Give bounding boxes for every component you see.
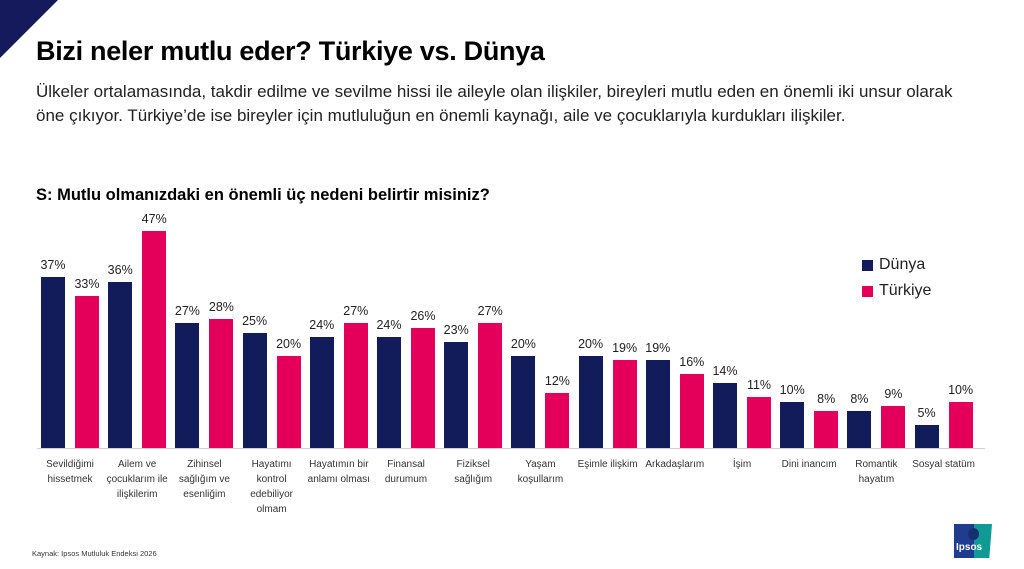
bar-turkiye xyxy=(612,360,637,448)
bar-turkiye xyxy=(545,392,570,448)
data-label: 47% xyxy=(141,211,167,226)
bar-dunya xyxy=(511,355,536,448)
data-label: 23% xyxy=(443,322,469,337)
page-subtitle: Ülkeler ortalamasında, takdir edilme ve … xyxy=(36,82,953,125)
bar-turkiye xyxy=(75,295,99,448)
data-label: 19% xyxy=(645,341,671,356)
bar-dunya xyxy=(645,360,670,448)
data-label: 20% xyxy=(578,336,604,351)
data-label: 33% xyxy=(74,276,100,291)
bar-turkiye xyxy=(478,323,503,448)
chart-question: S: Mutlu olmanızdaki en önemli üç nedeni… xyxy=(36,186,490,204)
bar-dunya xyxy=(377,337,401,448)
category-label: Fiziksel sağlığım xyxy=(454,459,493,485)
data-label: 11% xyxy=(746,378,772,393)
data-label: 8% xyxy=(817,392,836,407)
bar-turkiye xyxy=(814,411,839,448)
bar-turkiye xyxy=(747,397,771,448)
bar-turkiye xyxy=(209,318,234,448)
category-label: Hayatımı kontrol edebiliyor olmam xyxy=(250,459,293,515)
data-label: 37% xyxy=(40,258,66,273)
category-label: Finansal durumum xyxy=(384,459,428,485)
category-label: Eşimle ilişkim xyxy=(577,459,638,470)
bar-dunya xyxy=(108,281,133,448)
legend-item-turkiye: Türkiye xyxy=(862,278,931,304)
category-label: Sevildiğimi hissetmek xyxy=(46,459,94,485)
data-label: 20% xyxy=(276,336,302,351)
data-label: 5% xyxy=(917,405,936,420)
source-note: Kaynak: Ipsos Mutluluk Endeksi 2026 xyxy=(32,549,157,558)
legend-label-dunya: Dünya xyxy=(879,256,926,273)
bar-turkiye xyxy=(411,327,435,448)
data-label: 24% xyxy=(309,318,335,333)
chart-legend: Dünya Türkiye xyxy=(862,252,931,304)
category-label: Yaşam koşullarım xyxy=(517,459,564,485)
data-label: 27% xyxy=(174,304,200,319)
bar-dunya xyxy=(914,424,939,448)
category-label: Zihinsel sağlığım ve esenliğim xyxy=(178,459,230,500)
legend-swatch-turkiye xyxy=(862,285,873,297)
data-label: 14% xyxy=(712,364,738,379)
bar-dunya xyxy=(444,341,469,448)
data-label: 9% xyxy=(884,387,903,402)
bar-turkiye xyxy=(679,374,704,448)
data-label: 27% xyxy=(477,304,503,319)
category-label: Sosyal statüm xyxy=(912,459,975,470)
logo-head-icon xyxy=(968,528,979,540)
page-title: Bizi neler mutlu eder? Türkiye vs. Dünya xyxy=(36,36,545,66)
bar-turkiye xyxy=(343,323,368,448)
bar-dunya xyxy=(847,411,872,448)
ipsos-logo: Ipsos xyxy=(954,524,992,558)
corner-decoration xyxy=(0,0,58,58)
legend-swatch-dunya xyxy=(862,259,873,271)
bar-dunya xyxy=(41,277,65,448)
category-label: Dini inancım xyxy=(781,459,837,470)
bar-dunya xyxy=(242,332,267,448)
bar-dunya xyxy=(578,355,603,448)
bar-turkiye xyxy=(142,230,167,448)
category-label: Arkadaşlarım xyxy=(645,459,705,470)
data-label: 24% xyxy=(376,318,402,333)
data-label: 12% xyxy=(544,373,570,388)
data-label: 20% xyxy=(510,336,536,351)
bar-turkiye xyxy=(948,401,973,448)
data-label: 26% xyxy=(410,308,436,323)
category-label: Romantik hayatım xyxy=(855,459,898,485)
data-label: 8% xyxy=(850,392,869,407)
data-label: 10% xyxy=(948,382,974,397)
category-label: İşim xyxy=(732,459,752,470)
bar-dunya xyxy=(713,383,737,448)
bar-turkiye xyxy=(881,406,906,448)
bar-dunya xyxy=(309,337,334,448)
data-label: 25% xyxy=(242,313,268,328)
data-label: 27% xyxy=(343,304,369,319)
legend-label-turkiye: Türkiye xyxy=(879,282,932,299)
data-label: 19% xyxy=(612,341,638,356)
category-label: Hayatımın bir anlamı olması xyxy=(307,459,370,485)
x-axis-line xyxy=(37,448,985,449)
data-label: 10% xyxy=(779,382,805,397)
bar-turkiye xyxy=(276,355,301,448)
legend-item-dunya: Dünya xyxy=(862,252,931,278)
bar-dunya xyxy=(780,401,805,448)
bar-dunya xyxy=(175,323,200,448)
data-label: 28% xyxy=(208,299,234,314)
category-label: Ailem ve çocuklarım ile ilişkilerim xyxy=(106,459,168,500)
data-label: 36% xyxy=(107,262,133,277)
data-label: 16% xyxy=(679,355,705,370)
